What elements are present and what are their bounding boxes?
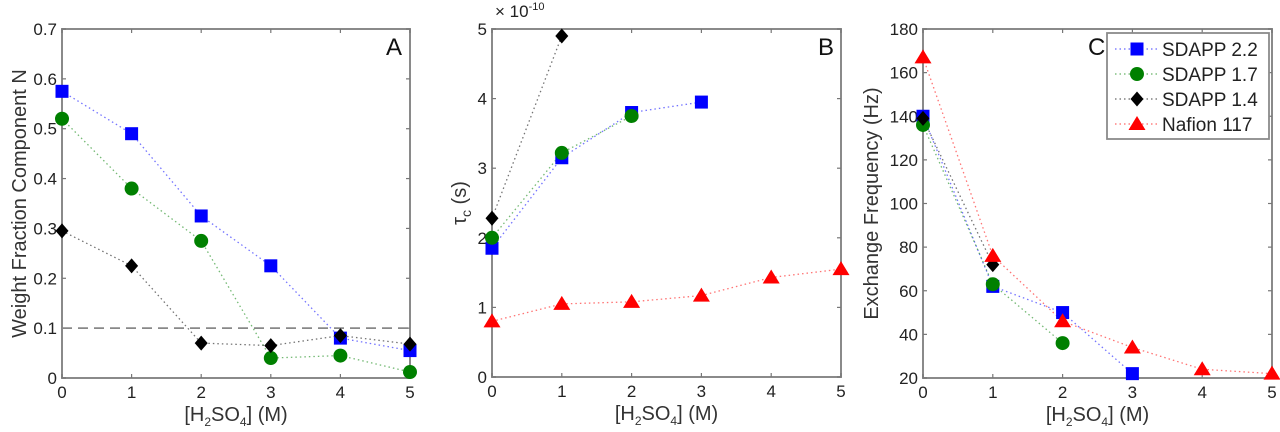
x-tick-label: 3 [1128,383,1137,402]
y-tick-label: 0.7 [33,20,57,39]
legend-item: Nafion 117 [1115,115,1253,136]
y-tick-label: 0 [48,369,57,388]
x-tick-label: 5 [836,382,845,401]
x-axis-label: [H2SO4] (M) [184,404,287,429]
y-axis-label: Weight Fraction Component N [9,69,31,338]
series-line [922,57,1273,375]
series-line [61,118,411,373]
series-markers-nafion-117 [914,49,1280,380]
x-tick-label: 4 [336,383,345,402]
x-tick-label: 4 [1197,383,1206,402]
series-markers-sdapp-2-2 [55,84,417,358]
y-tick-label: 0.5 [33,120,57,139]
y-tick-label: 120 [890,151,918,170]
panel-letter: C [1088,34,1105,61]
y-tick-label: 5 [478,20,487,39]
y-axis-multiplier: × 10-10 [495,1,544,21]
y-tick-label: 3 [478,159,487,178]
x-axis-label: [H2SO4] (M) [615,403,718,428]
x-tick-label: 5 [1267,383,1276,402]
svg-text:SDAPP 1.4: SDAPP 1.4 [1162,90,1258,111]
series-line [491,101,702,249]
y-tick-label: 0.2 [33,269,57,288]
legend-item: SDAPP 2.2 [1115,40,1258,61]
y-tick-label: 0.4 [33,170,57,189]
y-tick-label: 0.1 [33,319,57,338]
svg-text:SDAPP 1.7: SDAPP 1.7 [1162,65,1258,86]
y-axis-label: Exchange Frequency (Hz) [861,87,883,319]
x-tick-label: 1 [557,382,566,401]
x-tick-label: 3 [266,383,275,402]
series-markers-sdapp-1-4 [485,28,569,226]
y-tick-label: 100 [890,195,918,214]
y-axis-label: τc (s) [449,181,474,225]
series-line [61,90,411,352]
svg-text:Nafion 117: Nafion 117 [1162,115,1253,136]
y-tick-label: 40 [899,325,918,344]
y-tick-label: 0.6 [33,70,57,89]
panel-letter: B [818,34,834,61]
series-line [922,118,994,265]
x-tick-label: 0 [57,383,66,402]
series-markers-nafion-117 [483,261,850,328]
series-line [491,35,563,219]
x-tick-label: 5 [405,383,414,402]
panel-c-chart: 0 1 2 3 4 5 20 40 60 80 100 120 140 160 180 [H2SO4] (M)… [861,20,1280,429]
axes-frame [491,28,842,378]
panel-a-chart: 0 1 2 3 4 5 0 0.1 0.2 0.3 0.4 0.5 0.6 0.7 [H2SO4] (M) W… [9,20,417,429]
panel-letter: A [386,34,402,61]
series-line [491,115,632,239]
x-tick-label: 2 [627,382,636,401]
y-tick-label: 1 [478,298,487,317]
legend: SDAPP 2.2 SDAPP 1.7 SDAPP 1.4 Nafion 117 [1106,32,1270,140]
series-markers-sdapp-1-4 [55,223,417,354]
axes-frame [61,28,411,379]
legend-item: SDAPP 1.4 [1115,90,1258,111]
x-tick-label: 2 [1058,383,1067,402]
panel-b-chart: 0 1 2 3 4 5 0 1 2 3 4 5 [H2SO4] (M) τc (s) × 10-10 B [449,1,850,428]
legend-item: SDAPP 1.7 [1115,65,1258,86]
series-markers-sdapp-1-7 [916,117,1070,351]
series-markers-sdapp-2-2 [485,95,708,255]
x-axis-label: [H2SO4] (M) [1046,404,1149,429]
y-tick-label: 4 [478,90,487,109]
svg-text:SDAPP 2.2: SDAPP 2.2 [1162,40,1258,61]
x-tick-label: 0 [918,383,927,402]
series-line [491,268,842,322]
series-line [922,116,1133,375]
series-markers-sdapp-1-7 [55,111,417,380]
x-tick-label: 2 [196,383,205,402]
x-tick-label: 1 [988,383,997,402]
x-tick-label: 1 [127,383,136,402]
y-tick-label: 60 [899,282,918,301]
series-markers-sdapp-2-2 [916,109,1139,381]
series-line [922,124,1064,344]
series-markers-sdapp-1-4 [916,110,1000,273]
x-tick-label: 3 [697,382,706,401]
x-tick-label: 0 [487,382,496,401]
series-markers-sdapp-1-7 [485,109,639,245]
y-tick-label: 0.3 [33,219,57,238]
y-tick-label: 180 [890,20,918,39]
y-tick-label: 20 [899,369,918,388]
x-tick-label: 4 [766,382,775,401]
series-line [61,230,411,347]
y-tick-label: 2 [478,229,487,248]
y-tick-label: 140 [890,107,918,126]
y-tick-label: 160 [890,64,918,83]
y-tick-label: 0 [478,368,487,387]
y-tick-label: 80 [899,238,918,257]
